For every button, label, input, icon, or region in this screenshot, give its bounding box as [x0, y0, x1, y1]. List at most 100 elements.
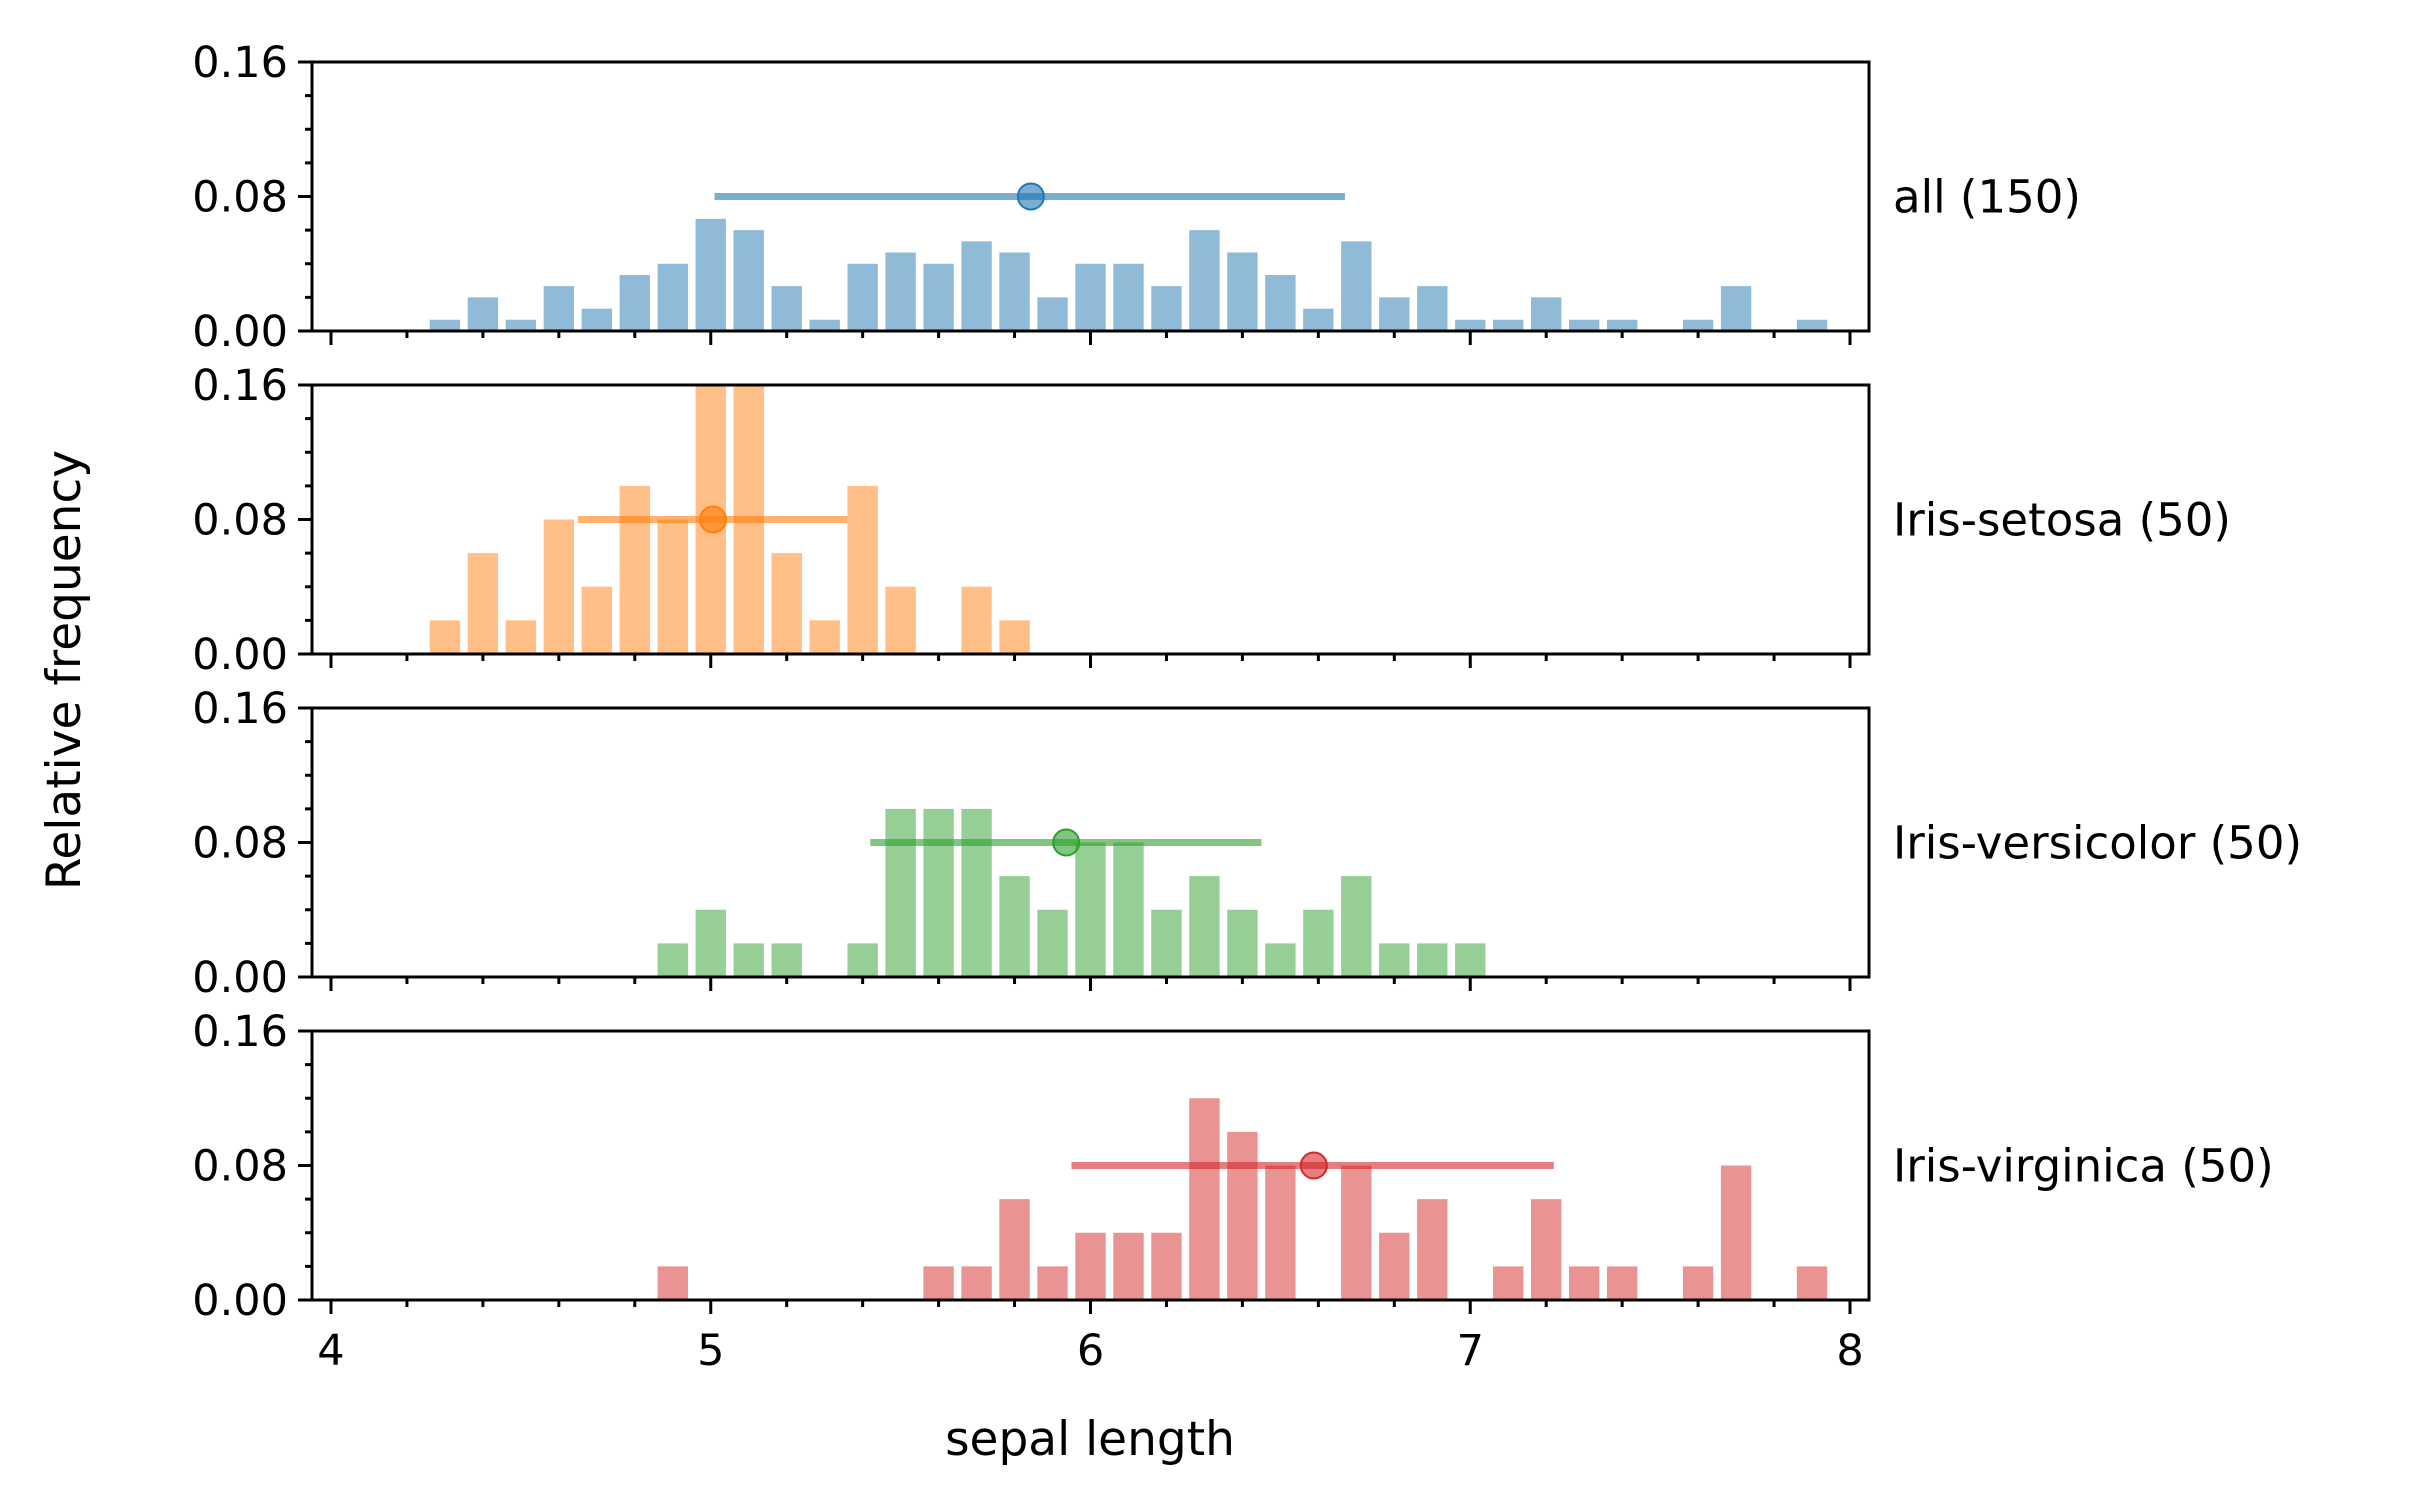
histogram-bar [1455, 319, 1486, 331]
histogram-bar [1417, 1199, 1448, 1300]
histogram-bar [1568, 319, 1600, 331]
histogram-bar [429, 620, 461, 654]
bar-group [657, 808, 1486, 977]
histogram-bar [885, 586, 916, 654]
y-tick-label: 0.08 [192, 1142, 288, 1192]
x-axis-title: sepal length [945, 1412, 1235, 1467]
histogram-bar [923, 808, 954, 977]
histogram-bar [657, 943, 688, 977]
histogram-bar [1531, 297, 1562, 331]
histogram-bar [847, 943, 878, 977]
histogram-bar [1151, 1232, 1182, 1300]
y-tick-label: 0.08 [192, 173, 288, 223]
y-tick-label: 0.00 [192, 307, 288, 357]
histogram-bar [1189, 876, 1220, 977]
histogram-bar [885, 252, 916, 331]
histogram-bar [999, 620, 1030, 654]
mean-marker [1016, 182, 1045, 211]
histogram-bar [657, 519, 688, 654]
panel-label: all (150) [1893, 171, 2081, 224]
y-tick-label: 0.00 [192, 1276, 288, 1326]
histogram-bar [733, 943, 764, 977]
histogram-bar [1493, 1266, 1524, 1300]
x-tick-label: 6 [1077, 1326, 1104, 1376]
histogram-bar [847, 263, 878, 331]
x-tick-label: 8 [1836, 1326, 1863, 1376]
histogram-bar [847, 485, 878, 654]
histogram-bar [1075, 1232, 1106, 1300]
histogram-bar [1265, 943, 1296, 977]
panel-label: Iris-virginica (50) [1893, 1140, 2274, 1193]
histogram-bar [543, 519, 575, 654]
histogram-bar [1796, 1266, 1828, 1300]
y-tick-label: 0.16 [192, 1007, 288, 1057]
histogram-bar [1720, 286, 1752, 331]
histogram-bar [1379, 943, 1410, 977]
x-tick-label: 5 [697, 1326, 724, 1376]
mean-marker [1299, 1151, 1328, 1180]
y-tick-label: 0.16 [192, 684, 288, 734]
histogram-bar [1493, 319, 1524, 331]
histogram-bar [733, 230, 764, 331]
histogram-bar [1682, 1266, 1714, 1300]
histogram-bar [809, 319, 840, 331]
histogram-bar [1531, 1199, 1562, 1300]
mean-marker [1052, 828, 1081, 857]
y-axis-title: Relative frequency [37, 450, 92, 890]
panel-1: 0.00 0.08 0.16 Iris-setosa (50) [192, 361, 2231, 680]
histogram-bar [695, 909, 726, 977]
histogram-bar [1075, 842, 1106, 977]
histogram-bar [1265, 1165, 1296, 1300]
histogram-bar [1227, 1131, 1258, 1300]
histogram-bar [1379, 297, 1410, 331]
histogram-bar [923, 1266, 954, 1300]
histogram-bar [1037, 297, 1068, 331]
histogram-bar [1606, 1266, 1638, 1300]
histogram-bar [1037, 1266, 1068, 1300]
histogram-bar [695, 218, 726, 331]
histogram-bar [809, 620, 840, 654]
histogram-bar [1720, 1165, 1752, 1300]
y-tick-label: 0.00 [192, 953, 288, 1003]
histogram-bar [619, 485, 650, 654]
histogram-bar [619, 275, 650, 331]
histogram-bar [1303, 909, 1334, 977]
y-tick-label: 0.16 [192, 38, 288, 88]
histogram-bar [771, 943, 802, 977]
histogram-bar [1796, 319, 1828, 331]
histogram-bar [999, 252, 1030, 331]
histogram-bar [1113, 1232, 1144, 1300]
histogram-bar [1341, 1165, 1372, 1300]
histogram-bar [1417, 286, 1448, 331]
histogram-bar [1113, 842, 1144, 977]
histogram-bar [1151, 909, 1182, 977]
bar-group [429, 218, 1828, 331]
histogram-bar [923, 263, 954, 331]
histogram-bar [1075, 263, 1106, 331]
bar-group [429, 385, 1030, 654]
histogram-bar [1037, 909, 1068, 977]
histogram-bar [657, 263, 688, 331]
histogram-bar [1113, 263, 1144, 331]
histogram-bar [771, 553, 802, 654]
x-tick-label: 4 [317, 1326, 344, 1376]
histogram-bar [1417, 943, 1448, 977]
histogram-bar [581, 308, 613, 331]
histogram-bar [467, 297, 499, 331]
histogram-bar [885, 808, 916, 977]
histogram-bar [1303, 308, 1334, 331]
histogram-bar [1265, 275, 1296, 331]
histogram-bar [1341, 876, 1372, 977]
histogram-bar [961, 1266, 992, 1300]
histogram-bar [1151, 286, 1182, 331]
y-tick-label: 0.08 [192, 496, 288, 546]
histogram-bar [1189, 230, 1220, 331]
x-tick-label: 7 [1457, 1326, 1484, 1376]
histogram-bar [657, 1266, 688, 1300]
panels: 0.00 0.08 0.16 all (150) 0.00 0.08 0.16 Iris-se… [192, 38, 2302, 1376]
histogram-bar [581, 586, 613, 654]
histogram-bar [771, 286, 802, 331]
y-tick-label: 0.00 [192, 630, 288, 680]
panel-3: 0.00 0.08 0.16 Iris-virginica (50) [192, 1007, 2273, 1326]
panel-0: 0.00 0.08 0.16 all (150) [192, 38, 2081, 357]
